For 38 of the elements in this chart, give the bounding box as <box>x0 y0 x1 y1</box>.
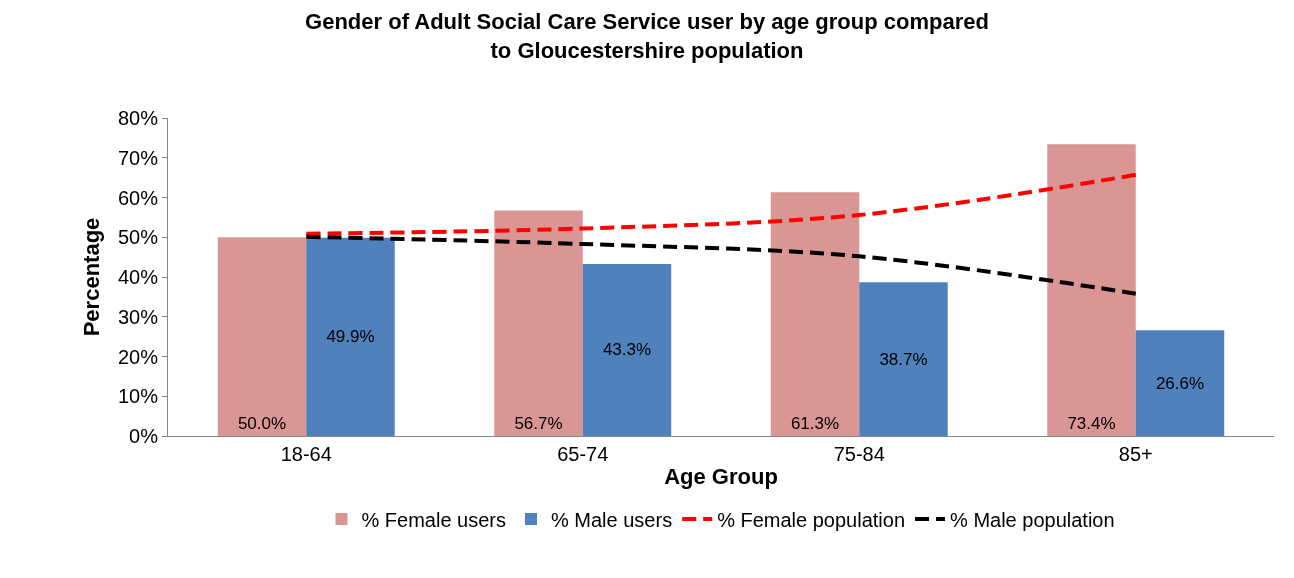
bar <box>1135 330 1225 436</box>
legend-label: % Male users <box>551 508 673 531</box>
y-axis-title: Percentage <box>78 217 104 337</box>
x-tick-label: 75-84 <box>833 443 885 465</box>
data-label: 43.3% <box>602 340 652 360</box>
x-tick-label: 65-74 <box>557 443 609 465</box>
y-tick-label: 30% <box>117 305 159 328</box>
bar <box>494 210 583 436</box>
data-label: 61.3% <box>790 414 840 433</box>
line-series <box>304 172 1138 236</box>
legend-label: % Female population <box>717 508 906 531</box>
y-tick-label: 80% <box>117 107 159 129</box>
bar <box>306 237 395 436</box>
x-tick-label: 85+ <box>1118 443 1153 465</box>
y-tick-label: 40% <box>117 266 159 288</box>
y-tick-label: 20% <box>117 345 159 368</box>
y-tick-label: 70% <box>117 146 159 169</box>
x-axis-title: Age Group <box>664 463 778 489</box>
bar <box>770 192 860 436</box>
line-series <box>304 234 1138 296</box>
bar <box>582 263 672 436</box>
y-tick-label: 10% <box>117 385 159 408</box>
bar <box>859 282 948 436</box>
legend-label: % Male population <box>950 508 1115 531</box>
y-tick-label: 50% <box>117 226 159 249</box>
chart-title: Gender of Adult Social Care Service user by age group compared to Gloucestershire population <box>305 8 989 63</box>
data-label: 56.7% <box>514 414 563 433</box>
legend-label: % Female users <box>361 508 506 531</box>
bar <box>1047 144 1136 436</box>
data-label: 50.0% <box>237 414 287 433</box>
data-label: 26.6% <box>1155 373 1205 393</box>
y-tick-label: 60% <box>117 186 159 209</box>
bar <box>217 237 307 436</box>
y-tick-label: 0% <box>129 425 159 447</box>
data-label: 73.4% <box>1067 414 1116 433</box>
data-label: 38.7% <box>879 349 928 369</box>
data-label: 49.9% <box>326 327 375 347</box>
x-tick-label: 18-64 <box>280 443 332 465</box>
